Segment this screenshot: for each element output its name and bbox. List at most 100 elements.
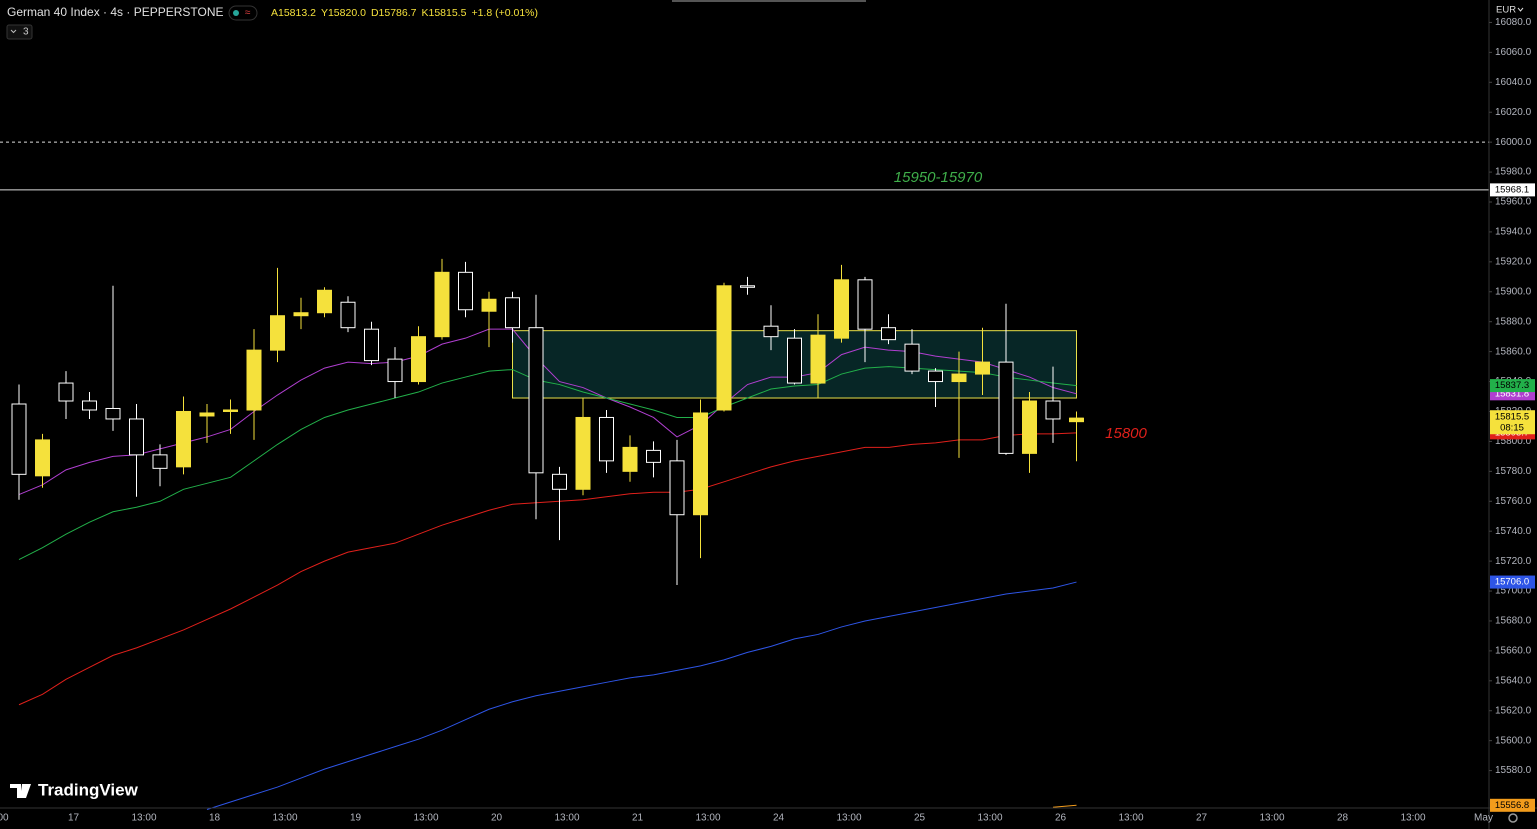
candle-body [881, 327, 896, 341]
annotation: 15800 [1105, 425, 1147, 442]
y-tick-label: 16020.0 [1495, 107, 1532, 118]
annotation: 15950-15970 [894, 169, 983, 186]
x-tick-label: 19 [350, 813, 362, 824]
y-tick-label: 15760.0 [1495, 496, 1532, 507]
candle-body [904, 343, 920, 372]
y-tick-label: 15920.0 [1495, 256, 1532, 267]
settings-icon[interactable] [1508, 813, 1518, 823]
ohlc-value: A15813.2 [271, 7, 316, 19]
logo: TradingView [38, 780, 139, 799]
candle-body [787, 337, 802, 384]
candle-body [528, 327, 544, 474]
candle-body [693, 412, 708, 516]
price-label: 15837.3 [1495, 380, 1529, 391]
y-tick-label: 15740.0 [1495, 526, 1532, 537]
ohlc-value: K15815.5 [421, 7, 466, 19]
candle-body [223, 409, 238, 412]
y-tick-label: 15900.0 [1495, 286, 1532, 297]
moving-average-line [1052, 804, 1077, 808]
chevron-icon [10, 29, 17, 34]
candle-body [928, 370, 943, 383]
x-tick-label: 13:00 [836, 813, 861, 824]
candle-body [82, 400, 97, 411]
candle-body [998, 361, 1014, 454]
y-tick-label: 15720.0 [1495, 556, 1532, 567]
x-tick-label: 21 [632, 813, 644, 824]
x-tick-label: 27 [1196, 813, 1208, 824]
candle-body [176, 410, 191, 468]
candle-body [646, 449, 661, 463]
x-tick-label: 13:00 [977, 813, 1002, 824]
y-tick-label: 15980.0 [1495, 167, 1532, 178]
candle-body [481, 298, 497, 312]
candle-body [199, 412, 215, 417]
candle-body [340, 301, 356, 329]
x-tick-label: 00 [0, 813, 9, 824]
candle-body [35, 439, 50, 477]
x-tick-label: May [1474, 813, 1493, 824]
candle-body [763, 325, 779, 338]
candle-body [1045, 400, 1061, 420]
x-tick-label: 13:00 [272, 813, 297, 824]
y-tick-label: 15700.0 [1495, 586, 1532, 597]
candle-body [270, 315, 285, 351]
logo-mark [10, 784, 31, 798]
candle-body [246, 349, 262, 411]
y-tick-label: 16080.0 [1495, 17, 1532, 28]
y-tick-label: 15960.0 [1495, 197, 1532, 208]
countdown: 08:15 [1500, 423, 1524, 434]
y-tick-label: 16060.0 [1495, 47, 1532, 58]
x-tick-label: 28 [1337, 813, 1349, 824]
ohlc-legend: A15813.2 Y15820.0 D15786.7 K15815.5 +1.8 (+0… [271, 7, 538, 19]
currency[interactable]: EUR [1496, 5, 1516, 16]
x-tick-label: 25 [914, 813, 926, 824]
x-tick-label: 13:00 [1259, 813, 1284, 824]
x-tick-label: 13:00 [131, 813, 156, 824]
status-dot [233, 10, 239, 16]
y-tick-label: 15800.0 [1495, 436, 1532, 447]
candle-body [458, 271, 473, 311]
candle-body [669, 460, 685, 516]
change: +1.8 (+0.01%) [471, 7, 538, 19]
candle-body [857, 279, 873, 330]
candle-body [58, 382, 74, 402]
candle-body [293, 312, 309, 317]
price-label: 15556.8 [1495, 800, 1529, 811]
y-tick-label: 15880.0 [1495, 316, 1532, 327]
candle-body [364, 328, 379, 362]
price-label-bg [1490, 183, 1535, 197]
candle-body [834, 279, 849, 339]
chart-title: German 40 Index · 4s · PEPPERSTONE [7, 5, 224, 19]
candle-body [975, 361, 990, 375]
candle-body [740, 285, 755, 288]
candle-body [575, 416, 591, 490]
x-tick-label: 26 [1055, 813, 1067, 824]
moving-average-line [18, 432, 1077, 706]
candle-body [387, 358, 403, 383]
ohlc-value: D15786.7 [371, 7, 417, 19]
moving-average-line [18, 366, 1077, 561]
price-label-bg [1490, 575, 1535, 589]
candle-body [411, 336, 426, 383]
candle-body [810, 334, 826, 384]
status-pill [228, 5, 258, 21]
plot-area: 15950-15970 15800 [0, 141, 1489, 810]
last-price-bg [1490, 410, 1535, 435]
y-tick-label: 15860.0 [1495, 346, 1532, 357]
y-tick-label: 15940.0 [1495, 227, 1532, 238]
ohlc-value: Y15820.0 [321, 7, 366, 19]
indicator-toggle[interactable] [6, 24, 33, 40]
candle-body [599, 416, 614, 462]
price-label-bg [1490, 798, 1535, 812]
indicator-count: 3 [23, 27, 29, 38]
candle-body [552, 473, 567, 490]
price-label: 15831.8 [1495, 388, 1529, 399]
moving-average-line [206, 581, 1077, 810]
candle-body [129, 418, 144, 456]
candle-body [152, 454, 168, 469]
x-tick-label: 13:00 [554, 813, 579, 824]
x-tick-label: 17 [68, 813, 80, 824]
last-price-label: 15815.5 [1495, 412, 1529, 423]
